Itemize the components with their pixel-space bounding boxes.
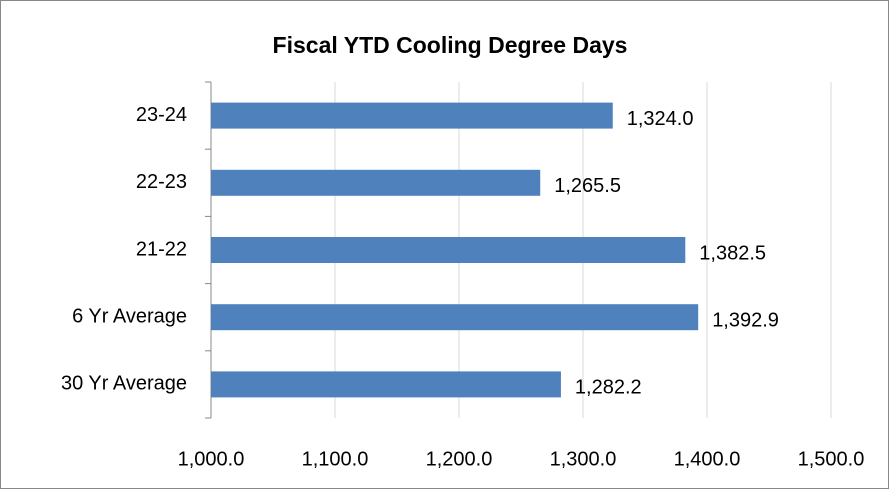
x-tick-label: 1,400.0 xyxy=(674,448,741,470)
x-tick-label: 1,300.0 xyxy=(550,448,617,470)
y-tick-label: 23-24 xyxy=(136,104,187,126)
bar xyxy=(211,169,541,196)
y-tick-label: 21-22 xyxy=(136,238,187,260)
x-tick-label: 1,100.0 xyxy=(302,448,369,470)
x-tick-label: 1,000.0 xyxy=(178,448,245,470)
x-tick-label: 1,200.0 xyxy=(426,448,493,470)
value-label: 1,265.5 xyxy=(554,175,621,197)
value-label: 1,392.9 xyxy=(712,309,779,331)
bar xyxy=(211,304,699,331)
bar xyxy=(211,102,613,129)
value-label: 1,382.5 xyxy=(699,242,766,264)
value-label: 1,282.2 xyxy=(575,377,642,399)
y-tick-label: 6 Yr Average xyxy=(72,305,187,327)
value-label: 1,324.0 xyxy=(627,108,694,130)
y-tick-label: 22-23 xyxy=(136,171,187,193)
bar xyxy=(211,237,686,263)
y-tick-label: 30 Yr Average xyxy=(61,373,187,395)
chart-title: Fiscal YTD Cooling Degree Days xyxy=(273,32,628,58)
bar xyxy=(211,371,561,398)
x-tick-label: 1,500.0 xyxy=(798,448,865,470)
